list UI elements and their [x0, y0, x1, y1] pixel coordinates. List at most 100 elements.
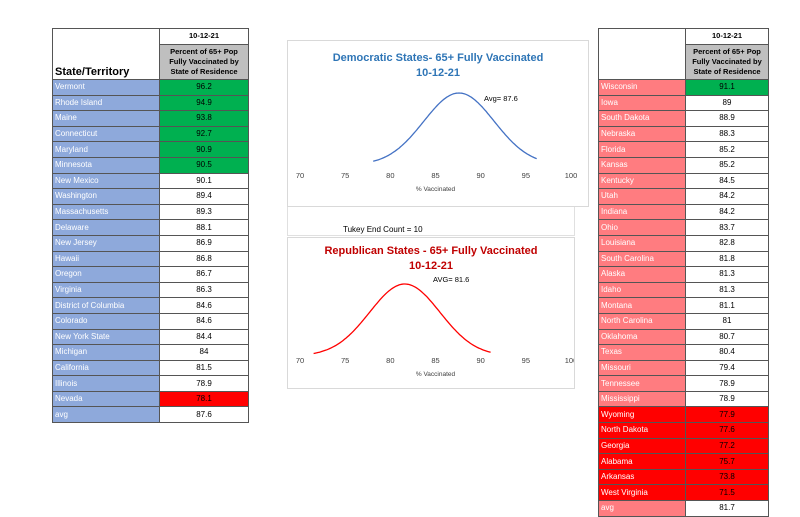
- state-name-cell: Missouri: [598, 359, 686, 377]
- table-row: Washington 89.4: [52, 188, 249, 205]
- state-name-cell: Hawaii: [52, 250, 160, 268]
- state-name-cell: Arkansas: [598, 468, 686, 486]
- vaccination-value-cell: 81: [685, 312, 769, 330]
- democratic-chart-subtitle: 10-12-21: [415, 67, 461, 79]
- table-row: Florida 85.2: [598, 141, 769, 158]
- x-tick-label: 95: [522, 171, 530, 180]
- state-name-cell: Colorado: [52, 312, 160, 330]
- table-row: Michigan 84: [52, 344, 249, 361]
- state-name-cell: Connecticut: [52, 125, 160, 143]
- state-name-cell: Washington: [52, 188, 160, 205]
- state-name-cell: Minnesota: [52, 156, 160, 174]
- table-row: Illinois 78.9: [52, 375, 249, 392]
- vaccination-value-cell: 82.8: [685, 234, 769, 252]
- state-name-cell: Florida: [598, 141, 686, 158]
- x-tick-label: 90: [476, 171, 484, 180]
- vaccination-value-cell: 94.9: [159, 94, 249, 112]
- republican-chart-subtitle: 10-12-21: [408, 260, 454, 272]
- distribution-curve: [313, 283, 491, 355]
- state-name-cell: Louisiana: [598, 234, 686, 252]
- date-header: 10-12-21: [159, 28, 249, 45]
- state-name-cell: Oklahoma: [598, 328, 686, 346]
- vaccination-value-cell: 77.2: [685, 437, 769, 455]
- vaccination-value-cell: 96.2: [159, 79, 249, 96]
- table-row: Hawaii 86.8: [52, 250, 249, 268]
- table-row: Ohio 83.7: [598, 219, 769, 236]
- state-name-cell: Iowa: [598, 94, 686, 112]
- vaccination-value-cell: 84.6: [159, 297, 249, 314]
- distribution-curve: [373, 92, 537, 162]
- vaccination-value-cell: 78.9: [685, 390, 769, 408]
- blank-header-cell: [598, 28, 686, 80]
- state-territory-header: State/Territory: [52, 28, 160, 80]
- state-name-cell: Mississippi: [598, 390, 686, 408]
- vaccination-value-cell: 88.9: [685, 110, 769, 127]
- vaccination-value-cell: 84.5: [685, 172, 769, 190]
- table-row: District of Columbia 84.6: [52, 297, 249, 314]
- vaccination-value-cell: 75.7: [685, 453, 769, 470]
- table-row: Alabama 75.7: [598, 453, 769, 470]
- table-row: Virginia 86.3: [52, 281, 249, 299]
- average-annotation: Avg= 87.6: [484, 94, 518, 103]
- state-name-cell: avg: [52, 406, 160, 424]
- state-name-cell: Montana: [598, 297, 686, 314]
- state-name-cell: avg: [598, 500, 686, 517]
- table-row: New Jersey 86.9: [52, 234, 249, 252]
- state-name-cell: Utah: [598, 188, 686, 205]
- table-row: West Virginia 71.5: [598, 484, 769, 502]
- x-tick-label: 95: [522, 356, 530, 365]
- vaccination-value-cell: 81.1: [685, 297, 769, 314]
- vaccination-value-cell: 81.8: [685, 250, 769, 268]
- state-name-cell: New Jersey: [52, 234, 160, 252]
- state-name-cell: Alabama: [598, 453, 686, 470]
- state-name-cell: Indiana: [598, 203, 686, 221]
- state-name-cell: North Carolina: [598, 312, 686, 330]
- democratic-chart: Democratic States- 65+ Fully Vaccinated …: [287, 40, 589, 207]
- x-tick-label: 75: [341, 356, 349, 365]
- vaccination-value-cell: 92.7: [159, 125, 249, 143]
- table-row: Arkansas 73.8: [598, 468, 769, 486]
- table-row: Maine 93.8: [52, 110, 249, 127]
- vaccination-value-cell: 84.2: [685, 203, 769, 221]
- table-row: Vermont 96.2: [52, 79, 249, 96]
- vaccination-value-cell: 84.6: [159, 312, 249, 330]
- date-header: 10-12-21: [685, 28, 769, 45]
- x-tick-label: 70: [296, 356, 304, 365]
- state-name-cell: Rhode Island: [52, 94, 160, 112]
- x-tick-label: 70: [296, 171, 304, 180]
- state-name-cell: Wisconsin: [598, 79, 686, 96]
- table-row: Louisiana 82.8: [598, 234, 769, 252]
- state-name-cell: Michigan: [52, 344, 160, 361]
- vaccination-value-cell: 90.9: [159, 141, 249, 158]
- vaccination-value-cell: 89: [685, 94, 769, 112]
- table-row: Massachusetts 89.3: [52, 203, 249, 221]
- vaccination-value-cell: 78.9: [159, 375, 249, 392]
- vaccination-value-cell: 84: [159, 344, 249, 361]
- vaccination-value-cell: 73.8: [685, 468, 769, 486]
- vaccination-value-cell: 83.7: [685, 219, 769, 236]
- table-row: Nebraska 88.3: [598, 125, 769, 143]
- vaccination-value-cell: 89.3: [159, 203, 249, 221]
- republican-chart-title: Republican States - 65+ Fully Vaccinated: [324, 245, 538, 257]
- table-row: Wisconsin 91.1: [598, 79, 769, 96]
- x-axis-label: % Vaccinated: [416, 371, 456, 378]
- vaccination-value-cell: 71.5: [685, 484, 769, 502]
- democratic-distribution-plot: 70 75 80 85 90 95 100 % Vaccinated Avg= 87.6: [296, 92, 578, 193]
- vaccination-value-cell: 89.4: [159, 188, 249, 205]
- state-name-cell: Tennessee: [598, 375, 686, 392]
- x-tick-label: 90: [476, 356, 484, 365]
- vaccination-value-cell: 79.4: [685, 359, 769, 377]
- x-tick-label: 100: [565, 171, 578, 180]
- vaccination-value-cell: 81.3: [685, 281, 769, 299]
- state-name-cell: Nebraska: [598, 125, 686, 143]
- table-row: Rhode Island 94.9: [52, 94, 249, 112]
- x-tick-label: 85: [431, 356, 439, 365]
- table-row: Texas 80.4: [598, 344, 769, 361]
- table-row: Mississippi 78.9: [598, 390, 769, 408]
- average-annotation: AVG= 81.6: [433, 275, 469, 284]
- table-row: North Carolina 81: [598, 312, 769, 330]
- table-row: Georgia 77.2: [598, 437, 769, 455]
- vaccination-value-cell: 78.9: [685, 375, 769, 392]
- state-name-cell: Idaho: [598, 281, 686, 299]
- state-name-cell: South Carolina: [598, 250, 686, 268]
